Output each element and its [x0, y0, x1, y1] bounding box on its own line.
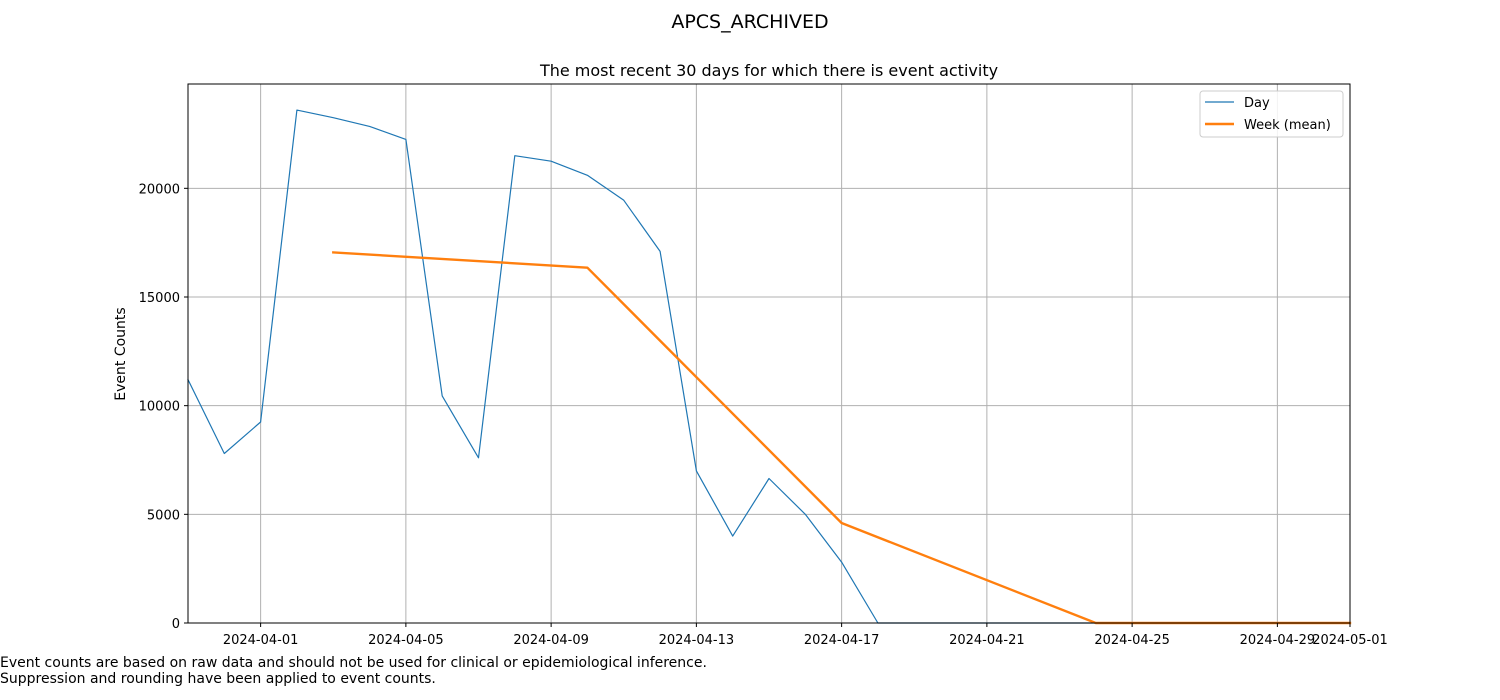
- y-tick-label: 5000: [147, 508, 180, 523]
- series-lines: [187, 109, 1352, 625]
- axis-ticks: 2024-04-01 2024-04-05 2024-04-09 2024-04-13…: [139, 182, 1388, 648]
- x-tick-label: 2024-04-17: [804, 633, 880, 648]
- chart-title: The most recent 30 days for which there …: [539, 61, 998, 80]
- x-tick-label: 2024-04-13: [659, 633, 735, 648]
- x-tick-label: 2024-04-05: [368, 633, 444, 648]
- legend-label: Day: [1244, 96, 1270, 111]
- legend-box: [1199, 90, 1344, 138]
- x-tick-label: 2024-04-21: [949, 633, 1025, 648]
- x-tick-label: 2024-04-01: [223, 633, 299, 648]
- grid: [188, 84, 1351, 624]
- plot-frame: [187, 83, 1351, 624]
- x-tick-label: 2024-04-09: [513, 633, 589, 648]
- y-tick-label: 0: [172, 617, 180, 632]
- y-tick-label: 20000: [139, 182, 180, 197]
- x-tick-label: 2024-04-29: [1240, 633, 1316, 648]
- chart-suptitle: APCS_ARCHIVED: [671, 11, 828, 33]
- series-line-day: [187, 109, 1351, 624]
- y-tick-label: 10000: [139, 400, 180, 415]
- legend: Day Week (mean): [1199, 90, 1344, 138]
- legend-label: Week (mean): [1244, 118, 1331, 133]
- footnote-suppression: Suppression and rounding have been appli…: [0, 671, 436, 687]
- y-tick-label: 15000: [139, 291, 180, 306]
- x-tick-label: 2024-04-25: [1094, 633, 1170, 648]
- x-tick-label: 2024-05-01: [1312, 633, 1388, 648]
- footnote-raw-data: Event counts are based on raw data and s…: [0, 655, 707, 671]
- y-axis-label: Event Counts: [113, 307, 129, 400]
